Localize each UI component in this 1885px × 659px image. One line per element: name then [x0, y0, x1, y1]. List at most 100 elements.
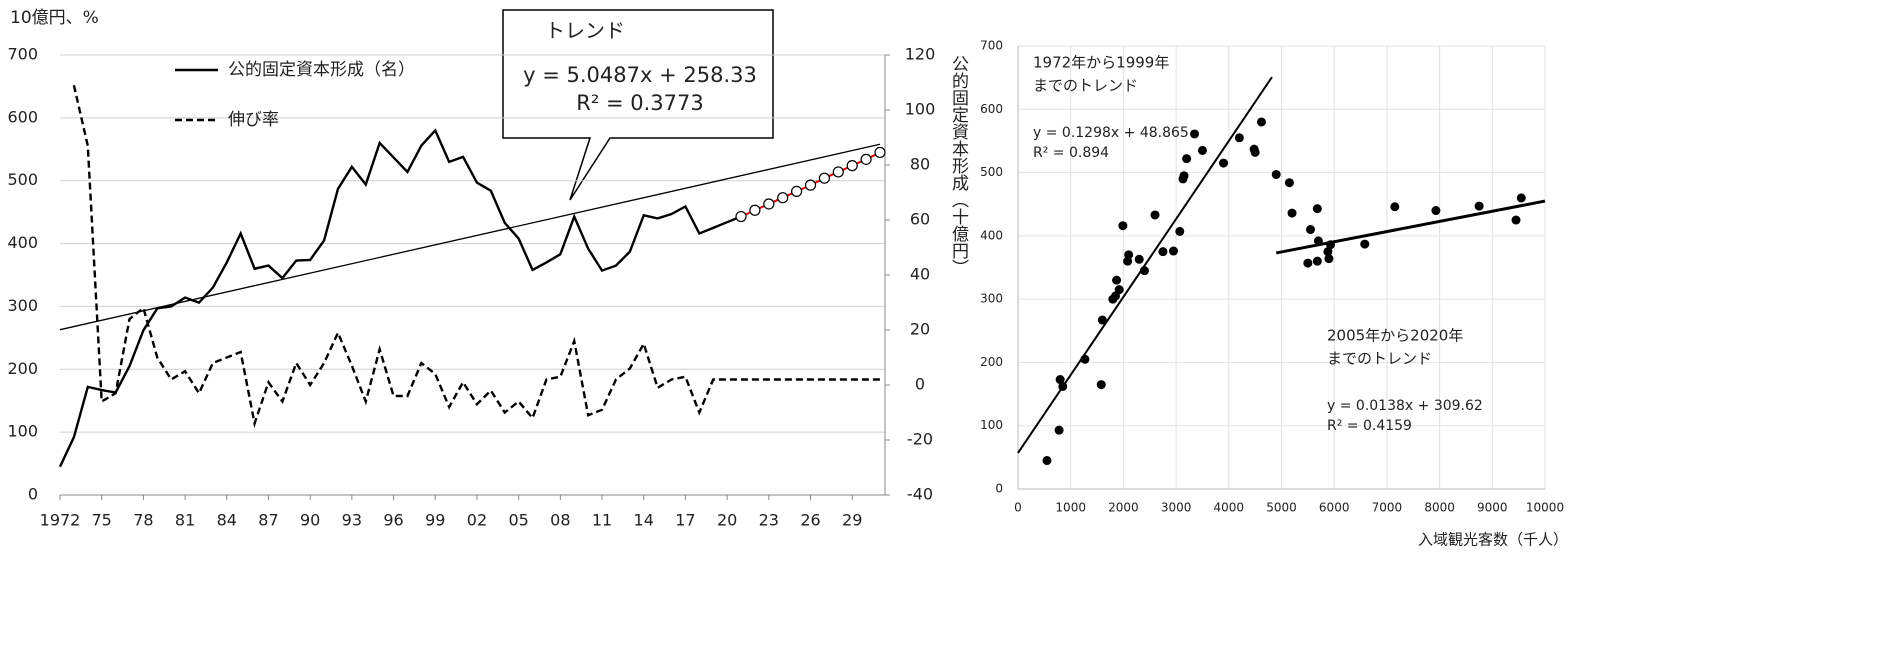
point — [1042, 456, 1052, 466]
projection-point — [735, 210, 747, 223]
point — [1097, 315, 1107, 325]
x-tick-label: 2000 — [1108, 501, 1139, 515]
x-tick-label: 6000 — [1319, 501, 1350, 515]
x-tick-label: 93 — [342, 511, 362, 530]
y2-tick-label: 120 — [905, 45, 936, 64]
x-tick-label: 05 — [508, 511, 528, 530]
x-tick-label: 7000 — [1372, 501, 1403, 515]
point — [1054, 425, 1064, 435]
projection-point — [832, 166, 844, 178]
point — [1096, 380, 1106, 390]
point — [1118, 221, 1128, 231]
trend-r2: R² = 0.4159 — [1327, 418, 1412, 434]
y-tick-label: 300 — [7, 296, 38, 315]
callout-equation: y = 5.0487x + 258.33 — [523, 63, 757, 87]
y2-tick-label: 60 — [910, 210, 930, 229]
point — [1219, 158, 1229, 168]
point — [1168, 246, 1178, 256]
series-line — [58, 128, 742, 468]
trend-label: までのトレンド — [1033, 77, 1138, 95]
point — [1134, 254, 1144, 264]
x-tick-label: 3000 — [1161, 501, 1192, 515]
y-tick-label: 200 — [980, 355, 1003, 369]
point — [1234, 133, 1244, 143]
point — [1287, 208, 1297, 218]
projection-point — [791, 185, 803, 197]
y2-tick-label: -20 — [907, 430, 933, 449]
x-tick-label: 9000 — [1477, 501, 1508, 515]
point — [1360, 239, 1370, 249]
point — [1124, 250, 1134, 260]
y-tick-label: 0 — [28, 485, 38, 504]
x-axis-label: 入域観光客数（千人） — [1418, 531, 1568, 549]
point — [1323, 247, 1333, 257]
point — [1511, 215, 1521, 225]
point — [1055, 375, 1065, 385]
y-tick-label: 600 — [7, 107, 38, 126]
x-tick-label: 96 — [383, 511, 403, 530]
point — [1312, 256, 1322, 266]
y2-tick-label: 40 — [910, 265, 930, 284]
y-tick-label: 100 — [7, 422, 38, 441]
x-tick-label: 81 — [175, 511, 195, 530]
point — [1179, 171, 1189, 181]
y-tick-label: 700 — [980, 39, 1003, 53]
y2-tick-label: -40 — [907, 485, 933, 504]
x-tick-label: 4000 — [1214, 501, 1245, 515]
legend-label: 公的固定資本形成（名） — [228, 60, 415, 80]
y-tick-label: 300 — [980, 292, 1003, 306]
y-tick-label: 400 — [7, 233, 38, 252]
projection-point — [749, 204, 761, 216]
x-tick-label: 26 — [800, 511, 820, 530]
x-tick-label: 14 — [634, 511, 654, 530]
trend-equation: y = 0.0138x + 309.62 — [1327, 398, 1483, 414]
projection-point — [818, 172, 831, 184]
point — [1305, 225, 1315, 235]
point — [1114, 285, 1124, 295]
point — [1324, 254, 1334, 264]
callout — [502, 9, 774, 201]
callout-title: トレンド — [545, 19, 625, 43]
x-tick-label: 84 — [217, 511, 237, 530]
point — [1390, 202, 1400, 212]
point — [1112, 275, 1122, 285]
x-tick-label: 23 — [759, 511, 779, 530]
y-tick-label: 400 — [980, 228, 1003, 242]
projection-point — [804, 179, 817, 191]
trend-r2: R² = 0.894 — [1033, 145, 1109, 161]
series-line — [72, 84, 880, 429]
unit-label: 10億円、% — [10, 8, 99, 28]
projection-point — [777, 192, 789, 204]
x-tick-label: 0 — [1014, 501, 1022, 515]
trend-label: 1972年から1999年 — [1033, 54, 1169, 72]
point — [1271, 169, 1281, 179]
y2-tick-label: 20 — [910, 320, 930, 339]
y2-tick-label: 100 — [905, 100, 936, 119]
x-tick-label: 87 — [258, 511, 278, 530]
x-tick-label: 1000 — [1055, 501, 1086, 515]
point — [1197, 145, 1207, 155]
callout-box — [502, 9, 774, 201]
y2-tick-label: 0 — [915, 375, 925, 394]
x-tick-label: 1972 — [40, 511, 81, 530]
point — [1150, 210, 1160, 220]
trend-equation: y = 0.1298x + 48.865 — [1033, 125, 1189, 141]
x-tick-label: 02 — [467, 511, 487, 530]
y-tick-label: 500 — [7, 170, 38, 189]
point — [1158, 247, 1168, 257]
x-tick-label: 20 — [717, 511, 737, 530]
y2-tick-label: 80 — [910, 155, 930, 174]
trend-line — [1017, 76, 1273, 454]
point — [1516, 193, 1526, 203]
y-tick-label: 600 — [980, 102, 1003, 116]
point — [1431, 206, 1441, 216]
x-tick-label: 8000 — [1424, 501, 1455, 515]
projection-point — [860, 153, 872, 165]
y-tick-label: 200 — [7, 359, 38, 378]
y-tick-label: 500 — [980, 165, 1003, 179]
point — [1312, 204, 1322, 214]
y-tick-label: 100 — [980, 418, 1003, 432]
x-tick-label: 75 — [92, 511, 112, 530]
